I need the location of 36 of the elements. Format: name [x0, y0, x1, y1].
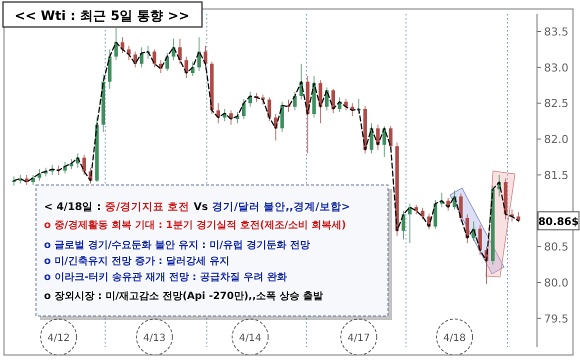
candlestick	[38, 168, 42, 182]
candlestick	[420, 207, 424, 220]
y-tick-label: 81.5	[544, 168, 568, 182]
annotation: Vs	[194, 201, 208, 213]
x-tick-label: 4/17	[348, 333, 370, 344]
annotation: o 중/경제활동 회복 기대 : 1분기 경기실적 호전(제조/소비 회복세)	[44, 220, 346, 231]
annotation: 경기/달러 불안,,경계/보합>	[212, 201, 350, 213]
y-tick-label: 82.5	[544, 97, 568, 110]
annotation: o 글로벌 경기/수요둔화 불안 유지 : 미/유럽 경기둔화 전망	[44, 240, 310, 251]
annotation: o 장외시장 : 미/재고감소 전망(Api -270만),,소폭 상승 출발	[44, 291, 323, 302]
chart-title: << Wti : 최근 5일 통향 >>	[14, 9, 190, 24]
candlestick	[478, 224, 482, 256]
candlestick	[402, 210, 406, 240]
text: 80.86$	[538, 216, 579, 228]
x-tick-label: 4/13	[143, 333, 166, 344]
candlestick	[70, 158, 74, 170]
annotation: 중/경기지표 호전	[105, 201, 190, 213]
y-tick-label: 83.0	[544, 61, 568, 74]
candlestick	[414, 204, 418, 215]
y-tick-label: 79.5	[544, 312, 568, 326]
candlestick	[82, 154, 86, 176]
candlestick	[120, 36, 124, 54]
x-tick-label: 4/12	[47, 333, 70, 344]
candlestick	[204, 45, 208, 70]
x-tick-label: 4/14	[238, 333, 262, 344]
annotation: o 이라크-터키 송유관 재개 전망 : 공급차질 우려 완화	[44, 272, 287, 283]
y-tick-label: 82.0	[544, 133, 568, 146]
y-tick-label: 80.0	[544, 276, 568, 290]
annotation: o 미/긴축유지 전망 증가 : 달러강세 유지	[44, 256, 230, 267]
candlestick	[63, 162, 67, 174]
y-tick-label: 80.5	[544, 240, 568, 254]
candlestick	[242, 98, 246, 120]
y-tick-label: 83.5	[544, 26, 568, 39]
candlestick	[280, 101, 284, 132]
x-tick-label: 4/18	[443, 333, 466, 344]
annotation: < 4/18일 :	[44, 201, 102, 213]
